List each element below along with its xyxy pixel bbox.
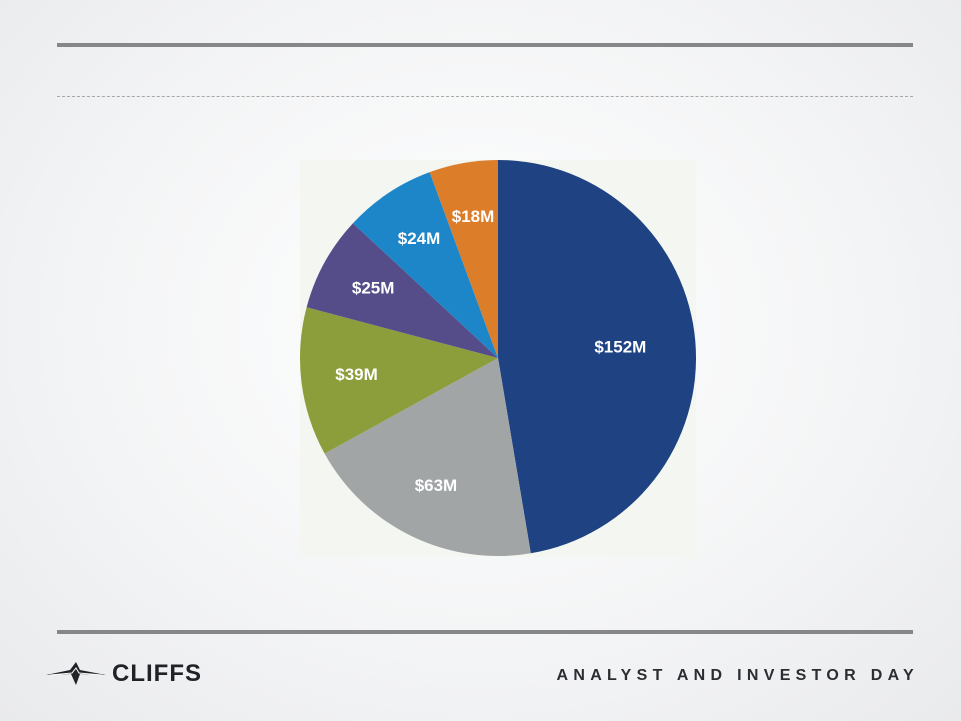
pie-slice-152 — [498, 160, 696, 554]
pie-slice-25 — [306, 223, 498, 358]
event-title: ANALYST AND INVESTOR DAY — [556, 667, 919, 684]
pie-slice-39 — [300, 307, 498, 454]
pie-slice-18 — [429, 160, 498, 358]
pie-chart-svg: $152M $63M $39M $25M $24M $18M — [300, 160, 696, 556]
title-divider — [57, 96, 913, 97]
pie-label-63: $63M — [415, 476, 458, 495]
pie-label-18: $18M — [452, 207, 495, 226]
cliffs-logo-icon — [46, 662, 106, 685]
pie-label-24: $24M — [398, 229, 441, 248]
pie-label-152: $152M — [594, 337, 646, 356]
top-rule — [57, 43, 913, 47]
pie-label-25: $25M — [352, 279, 395, 298]
pie-slice-63 — [324, 358, 531, 556]
pie-chart: $152M $63M $39M $25M $24M $18M — [300, 160, 696, 557]
pie-label-39: $39M — [335, 365, 378, 384]
pie-slice-24 — [352, 172, 498, 358]
logo-text: CLIFFS — [112, 660, 202, 687]
cliffs-logo: CLIFFS — [46, 658, 246, 690]
bottom-rule — [57, 630, 913, 634]
